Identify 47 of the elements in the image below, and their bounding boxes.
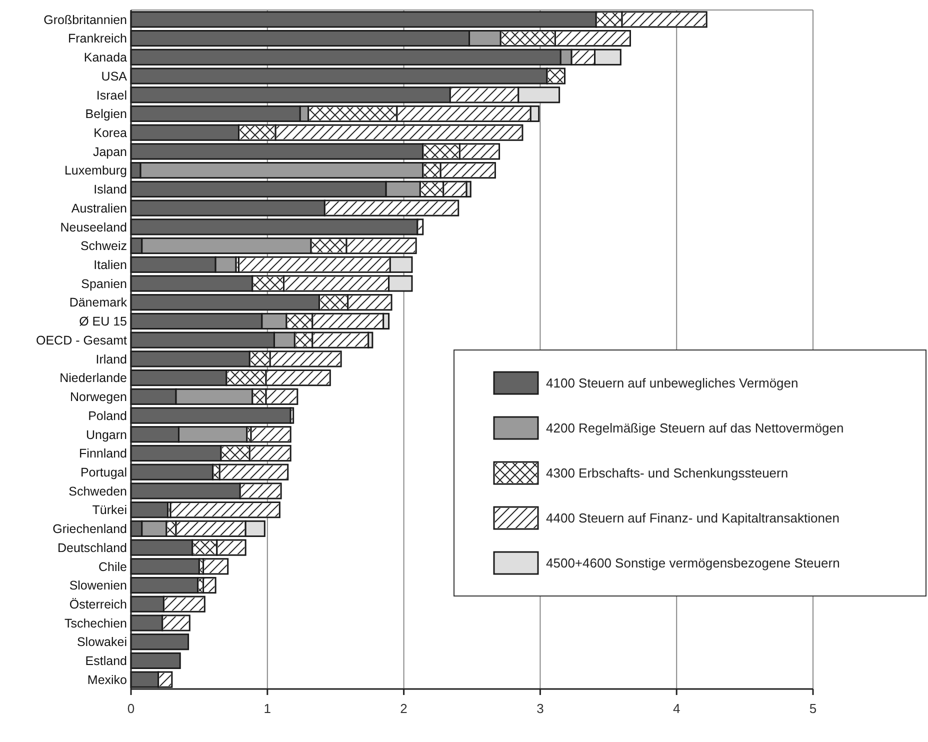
y-tick-label: Italien <box>94 258 128 272</box>
y-tick-label: Chile <box>98 560 128 574</box>
y-tick-label: Israel <box>96 88 127 102</box>
y-tick-label: Österreich <box>69 598 128 612</box>
y-tick-label: Niederlande <box>60 371 128 386</box>
y-tick-label: Norwegen <box>70 390 128 404</box>
y-tick-label: Deutschland <box>58 540 128 555</box>
y-tick-label: Poland <box>88 408 128 423</box>
y-tick-label: Schweiz <box>80 239 127 254</box>
y-tick-label: Japan <box>92 144 128 159</box>
y-tick-label: Slowenien <box>69 578 128 593</box>
legend-label: 4200 Regelmäßige Steuern auf das Nettovermögen <box>546 420 844 436</box>
y-tick-label: Belgien <box>85 107 128 122</box>
legend-label: 4300 Erbschafts- und Schenkungssteuern <box>546 466 788 481</box>
x-tick-label: 0 <box>127 701 135 716</box>
y-tick-label: Griechenland <box>52 522 128 536</box>
legend-label: 4400 Steuern auf Finanz- und Kapitaltransaktionen <box>546 510 840 526</box>
y-tick-label: Schweden <box>68 484 128 498</box>
y-tick-label: USA <box>101 69 128 84</box>
y-tick-label: Frankreich <box>68 32 128 46</box>
x-tick-label: 5 <box>809 701 817 716</box>
y-tick-label: Türkei <box>92 503 127 518</box>
y-tick-label: Kanada <box>84 50 128 65</box>
y-tick-label: Großbritannien <box>44 12 128 27</box>
y-tick-label: Ø EU 15 <box>79 314 128 329</box>
y-tick-label: Finnland <box>79 446 128 461</box>
y-tick-label: Neuseeland <box>60 220 128 234</box>
y-tick-label: Australien <box>71 201 128 216</box>
y-tick-label: Spanien <box>81 276 128 291</box>
x-tick-label: 1 <box>264 701 272 716</box>
legend-label: 4100 Steuern auf unbewegliches Vermögen <box>546 376 798 391</box>
x-tick-label: 4 <box>672 701 680 716</box>
y-tick-label: Irland <box>96 352 128 366</box>
y-tick-label: Portugal <box>80 465 127 480</box>
y-tick-label: Mexiko <box>87 672 128 687</box>
x-tick-label: 2 <box>400 701 408 716</box>
y-tick-label: OECD - Gesamt <box>36 333 128 348</box>
y-tick-label: Estland <box>85 654 128 668</box>
y-tick-label: Island <box>94 182 128 197</box>
y-tick-label: Luxemburg <box>64 164 128 178</box>
x-tick-label: 3 <box>536 701 544 716</box>
y-tick-label: Ungarn <box>86 428 128 442</box>
y-tick-label: Dänemark <box>69 296 128 310</box>
legend-label: 4500+4600 Sonstige vermögensbezogene Steuern <box>546 556 840 571</box>
y-tick-label: Slowakei <box>76 635 127 650</box>
y-tick-label: Korea <box>94 126 128 140</box>
y-tick-label: Tschechien <box>64 616 128 630</box>
